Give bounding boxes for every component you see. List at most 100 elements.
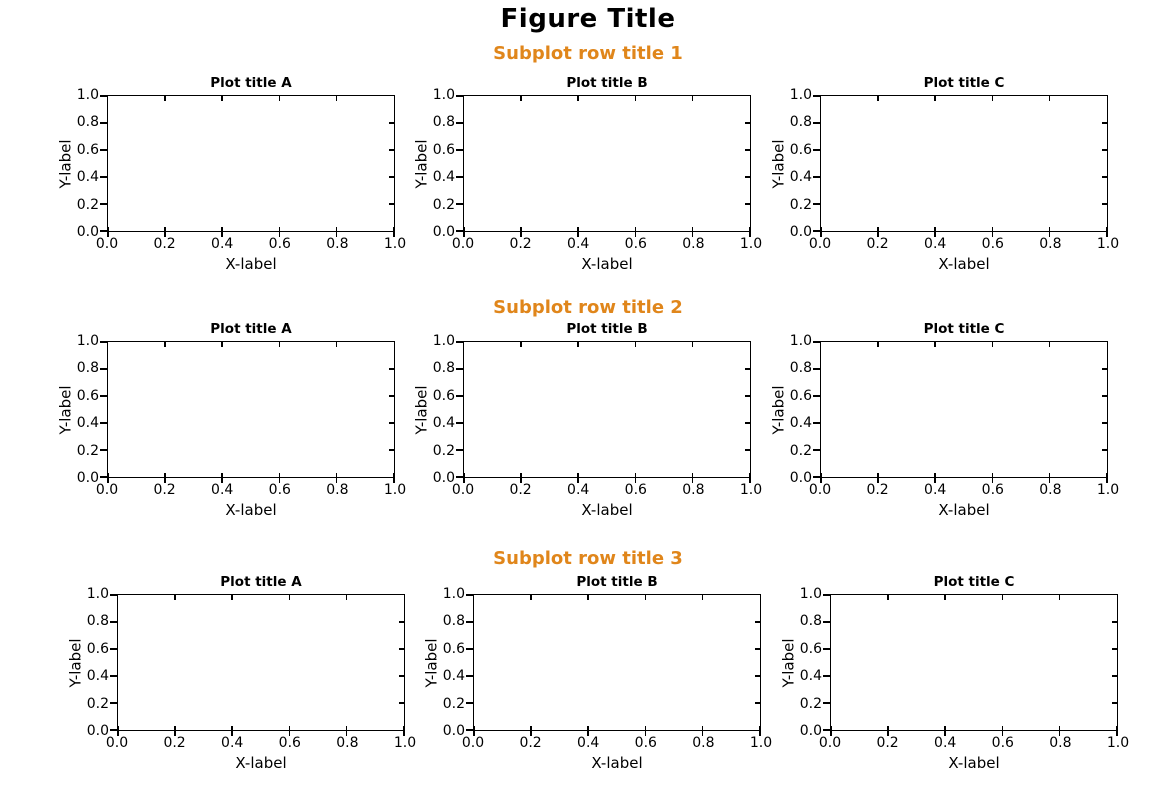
x-tick-mark <box>830 726 832 736</box>
y-tick-mark <box>813 395 820 397</box>
y-tick-mark <box>823 702 830 704</box>
y-tick-mark <box>813 95 820 97</box>
top-tick-mark <box>634 95 637 101</box>
y-tick-label: 0.8 <box>432 114 455 131</box>
plot-area <box>456 95 751 237</box>
y-axis-label: Y-label <box>769 384 787 435</box>
x-tick-label: 1.0 <box>749 735 773 751</box>
right-tick-mark <box>1112 702 1118 704</box>
x-tick-mark <box>231 726 233 736</box>
y-tick-label: 0.6 <box>86 640 109 657</box>
x-tick-label: 0.2 <box>509 236 532 252</box>
top-tick-mark <box>288 594 291 600</box>
top-tick-mark <box>577 341 579 347</box>
y-tick-label: 0.8 <box>86 613 109 630</box>
x-axis-label: X-label <box>591 754 643 772</box>
x-tick-mark <box>221 227 223 237</box>
right-tick-mark <box>745 449 751 451</box>
y-tick-mark <box>100 395 107 397</box>
x-tick-label: 0.6 <box>278 735 301 751</box>
x-tick-label: 0.4 <box>221 735 244 751</box>
x-tick-mark <box>587 726 589 736</box>
right-tick-mark <box>1102 122 1108 124</box>
x-tick-label: 1.0 <box>739 236 763 252</box>
right-tick-mark <box>1102 149 1108 151</box>
x-tick-mark <box>691 473 694 483</box>
top-tick-mark <box>335 341 338 347</box>
x-tick-label: 0.8 <box>326 236 349 252</box>
x-tick-mark <box>473 726 475 736</box>
y-tick-label: 0.4 <box>442 668 465 685</box>
y-tick-mark <box>100 341 107 343</box>
x-tick-mark <box>820 473 822 483</box>
x-tick-mark <box>1058 726 1061 736</box>
x-tick-mark <box>335 473 338 483</box>
x-tick-mark <box>820 227 822 237</box>
y-tick-label: 1.0 <box>432 333 455 349</box>
y-tick-label: 1.0 <box>76 333 99 349</box>
x-tick-label: 1.0 <box>383 482 407 498</box>
x-tick-mark <box>278 227 281 237</box>
x-tick-mark <box>520 227 522 237</box>
y-tick-label: 0.6 <box>799 640 822 657</box>
x-tick-mark <box>107 473 109 483</box>
y-tick-label: 0.6 <box>432 141 455 158</box>
x-tick-label: 0.0 <box>818 735 842 751</box>
y-tick-mark <box>100 149 107 151</box>
x-tick-label: 0.8 <box>682 482 705 498</box>
top-tick-mark <box>934 341 936 347</box>
right-tick-mark <box>399 675 405 677</box>
x-tick-label: 0.2 <box>866 482 889 498</box>
plot-area <box>456 341 751 483</box>
y-tick-mark <box>813 230 820 232</box>
x-tick-label: 0.2 <box>519 735 542 751</box>
top-tick-mark <box>1001 594 1004 600</box>
y-tick-mark <box>813 422 820 424</box>
x-axis-label: X-label <box>581 255 633 273</box>
x-tick-mark <box>174 726 176 736</box>
y-tick-label: 0.6 <box>76 387 99 404</box>
y-tick-mark <box>813 176 820 178</box>
x-tick-label: 0.4 <box>934 735 957 751</box>
x-tick-mark <box>749 227 751 237</box>
y-axis-label: Y-label <box>66 637 84 688</box>
x-tick-label: 0.0 <box>95 236 119 252</box>
plot-area <box>100 95 395 237</box>
x-tick-label: 0.8 <box>1039 236 1062 252</box>
y-tick-label: 0.0 <box>76 224 99 240</box>
y-tick-mark <box>456 122 463 124</box>
top-tick-mark <box>530 594 532 600</box>
top-tick-mark <box>520 341 522 347</box>
y-axis-label: Y-label <box>56 138 74 189</box>
x-tick-label: 0.4 <box>924 236 947 252</box>
plot-area <box>813 341 1108 483</box>
y-tick-label: 0.6 <box>442 640 465 657</box>
plot-title: Plot title C <box>933 574 1015 590</box>
right-tick-mark <box>1102 422 1108 424</box>
y-tick-mark <box>456 95 463 97</box>
x-tick-mark <box>117 726 119 736</box>
y-tick-mark <box>100 176 107 178</box>
plot-area <box>110 594 405 736</box>
x-tick-mark <box>530 726 532 736</box>
right-tick-mark <box>399 648 405 650</box>
x-tick-mark <box>107 227 109 237</box>
x-axis-label: X-label <box>938 255 990 273</box>
y-tick-label: 0.8 <box>76 114 99 131</box>
y-tick-mark <box>823 729 830 731</box>
y-axis-label: Y-label <box>412 138 430 189</box>
x-tick-mark <box>1116 726 1118 736</box>
y-tick-mark <box>456 203 463 205</box>
x-tick-mark <box>1106 473 1108 483</box>
right-tick-mark <box>389 149 395 151</box>
y-tick-mark <box>456 341 463 343</box>
y-tick-mark <box>456 422 463 424</box>
y-tick-label: 0.0 <box>442 723 465 739</box>
x-tick-label: 0.8 <box>326 482 349 498</box>
x-tick-mark <box>634 473 637 483</box>
x-tick-label: 1.0 <box>1106 735 1130 751</box>
top-tick-mark <box>1048 95 1051 101</box>
x-tick-label: 0.0 <box>808 482 832 498</box>
top-tick-mark <box>164 341 166 347</box>
